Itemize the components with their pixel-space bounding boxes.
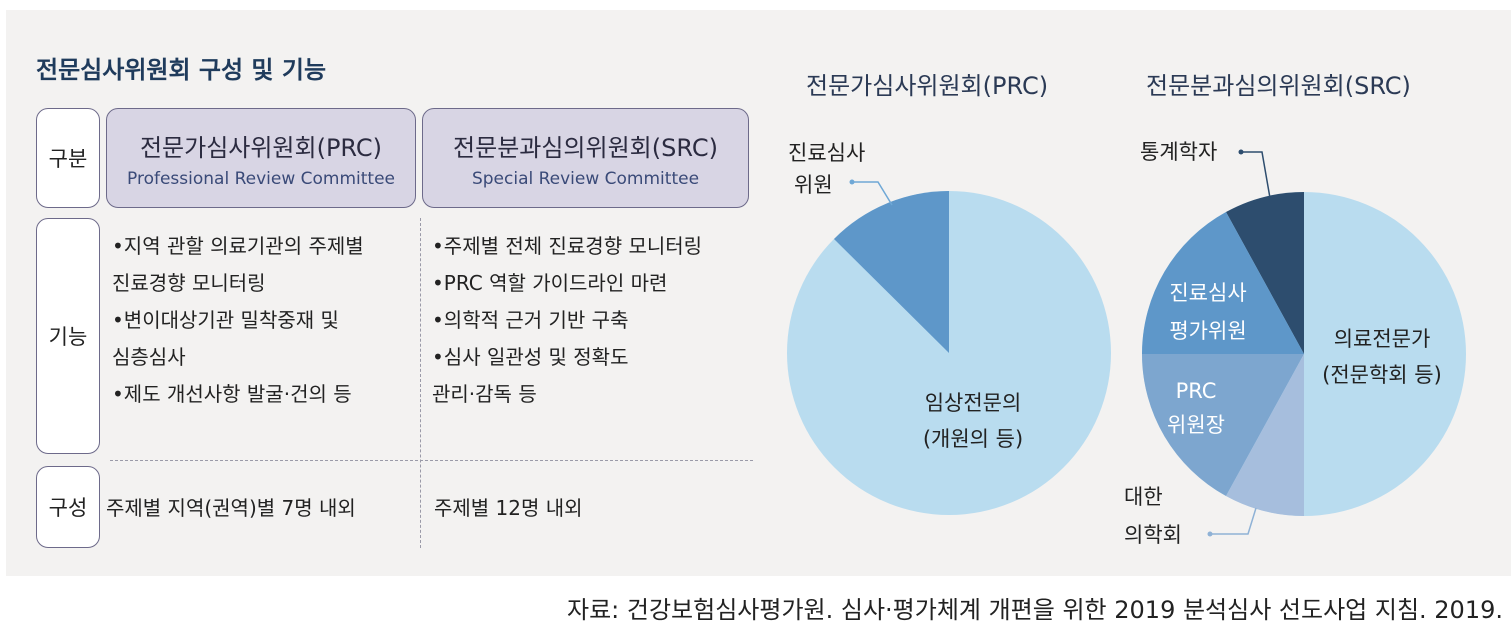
prc-name-ko: 전문가심사위원회(PRC) [139, 133, 383, 162]
src-label-med-2: (전문학회 등) [1322, 363, 1442, 387]
prc-function-line: •지역 관할 의료기관의 주제별 [112, 234, 364, 258]
prc-label-reviewer-2: 위원 [794, 173, 833, 197]
src-pie: 통계학자 진료심사 평가위원 의료전문가 (전문학회 등) PRC 위원장 대한… [1124, 140, 1466, 547]
function-label-cell: 기능 [36, 218, 100, 454]
src-label-chair-1: PRC [1176, 379, 1217, 403]
src-label-stat: 통계학자 [1140, 140, 1217, 164]
prc-pie: 진료심사 위원 임상전문의 (개원의 등) [787, 141, 1111, 515]
header-label-cell: 구분 [36, 108, 100, 208]
prc-header-cell: 전문가심사위원회(PRC) Professional Review Commit… [106, 108, 416, 208]
src-label-kma-1: 대한 [1124, 485, 1163, 509]
composition-label-cell: 구성 [36, 466, 100, 548]
prc-name-en: Professional Review Committee [127, 168, 395, 189]
src-kma-leader [1212, 507, 1257, 535]
src-composition: 주제별 12명 내외 [434, 496, 583, 520]
src-function-line: •의학적 근거 기반 구축 [432, 308, 629, 332]
src-function-line: 관리·감독 등 [432, 382, 537, 406]
prc-label-reviewer-1: 진료심사 [788, 141, 865, 165]
prc-function-line: 심층심사 [112, 345, 186, 369]
src-slice-eval [1142, 212, 1304, 354]
prc-functions: •지역 관할 의료기관의 주제별 진료경향 모니터링 •변이대상기관 밀착중재 … [106, 228, 412, 413]
src-slice-chair [1142, 354, 1304, 496]
prc-label-clinical-1: 임상전문의 [925, 391, 1022, 415]
header-label: 구분 [48, 147, 88, 171]
prc-reviewer-leader-dot [849, 179, 855, 185]
function-label: 기능 [48, 325, 88, 349]
src-kma-leader-dot [1207, 531, 1213, 537]
composition-label: 구성 [48, 496, 88, 520]
src-slice-stat [1226, 192, 1304, 354]
src-functions: •주제별 전체 진료경향 모니터링 •PRC 역할 가이드라인 마련 •의학적 … [426, 228, 752, 413]
src-label-eval-2: 평가위원 [1169, 319, 1246, 343]
prc-function-line: •변이대상기관 밀착중재 및 [112, 308, 339, 332]
src-function-line: •심사 일관성 및 정확도 [432, 345, 629, 369]
prc-pie-title: 전문가심사위원회(PRC) [806, 72, 1049, 100]
prc-reviewer-leader [854, 181, 893, 206]
src-function-line: •PRC 역할 가이드라인 마련 [432, 271, 668, 295]
source-note: 자료: 건강보험심사평가원. 심사·평가체계 개편을 위한 2019 분석심사 … [567, 596, 1503, 624]
src-pie-title: 전문분과심의위원회(SRC) [1146, 72, 1411, 100]
section-heading: 전문심사위원회 구성 및 기능 [36, 56, 327, 84]
src-slice-kma [1226, 354, 1304, 516]
src-function-line: •주제별 전체 진료경향 모니터링 [432, 234, 703, 258]
src-name-en: Special Review Committee [471, 168, 700, 189]
src-label-med-1: 의료전문가 [1334, 327, 1431, 351]
row-divider [110, 460, 753, 461]
src-header-cell: 전문분과심의위원회(SRC) Special Review Committee [422, 108, 749, 208]
prc-function-line: •제도 개선사항 발굴·건의 등 [112, 382, 352, 406]
src-stat-leader [1243, 151, 1271, 199]
prc-label-clinical-2: (개원의 등) [923, 427, 1023, 451]
prc-composition: 주제별 지역(권역)별 7명 내외 [106, 496, 356, 520]
prc-function-line: 진료경향 모니터링 [112, 271, 266, 295]
column-divider [420, 218, 421, 548]
src-stat-leader-dot [1238, 149, 1244, 155]
src-label-chair-2: 위원장 [1167, 413, 1225, 437]
prc-slice-reviewer [834, 191, 949, 353]
src-name-ko: 전문분과심의위원회(SRC) [453, 133, 718, 162]
src-label-eval-1: 진료심사 [1169, 281, 1246, 305]
src-label-kma-2: 의학회 [1124, 523, 1182, 547]
